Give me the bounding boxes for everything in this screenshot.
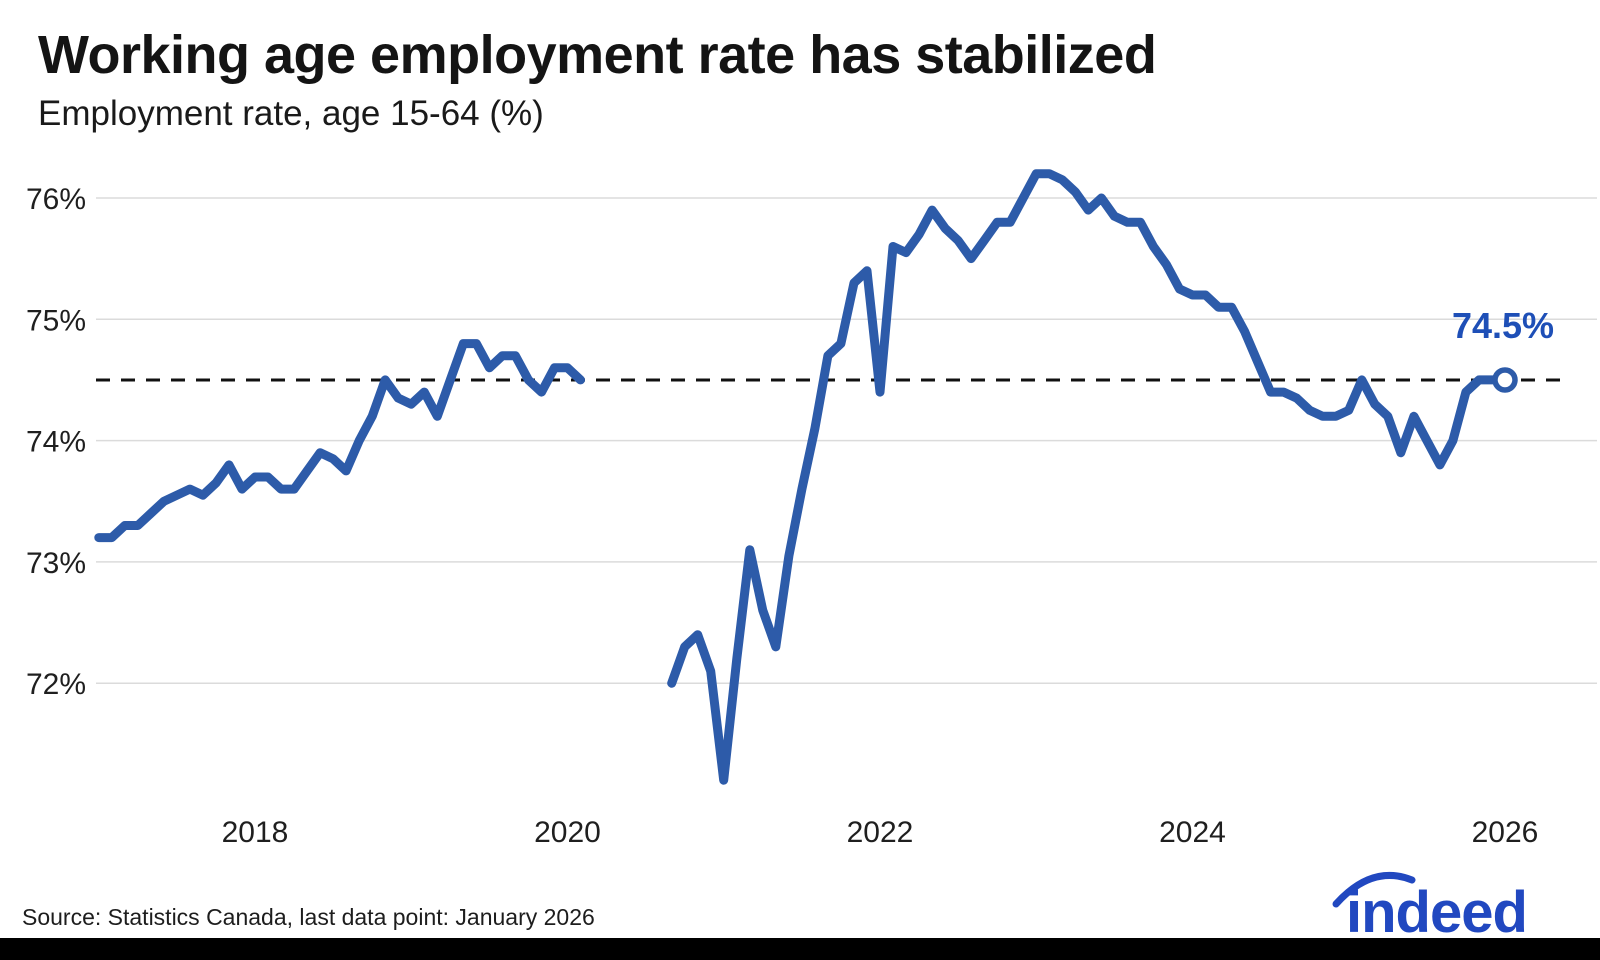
reference-value-label: 74.5%	[1452, 305, 1554, 346]
employment-rate-line	[667, 169, 1510, 785]
indeed-logo-arc-icon	[1332, 871, 1416, 908]
y-tick-label: 73%	[26, 547, 86, 580]
x-tick-label: 2020	[534, 816, 601, 849]
x-tick-label: 2026	[1472, 816, 1539, 849]
y-tick-label: 76%	[26, 183, 86, 216]
x-tick-label: 2022	[847, 816, 914, 849]
y-tick-label: 74%	[26, 426, 86, 459]
page-title: Working age employment rate has stabiliz…	[38, 25, 1157, 85]
indeed-logo-text: indeed	[1346, 880, 1527, 942]
last-point-marker	[1492, 367, 1518, 393]
footer-bar	[0, 938, 1600, 960]
page-subtitle: Employment rate, age 15-64 (%)	[38, 94, 544, 133]
indeed-logo: indeed	[1332, 871, 1528, 942]
source-note: Source: Statistics Canada, last data poi…	[22, 904, 595, 930]
x-tick-label: 2018	[222, 816, 289, 849]
x-tick-label: 2024	[1159, 816, 1226, 849]
y-tick-label: 72%	[26, 668, 86, 701]
y-tick-label: 75%	[26, 304, 86, 337]
employment-rate-line	[94, 339, 585, 543]
